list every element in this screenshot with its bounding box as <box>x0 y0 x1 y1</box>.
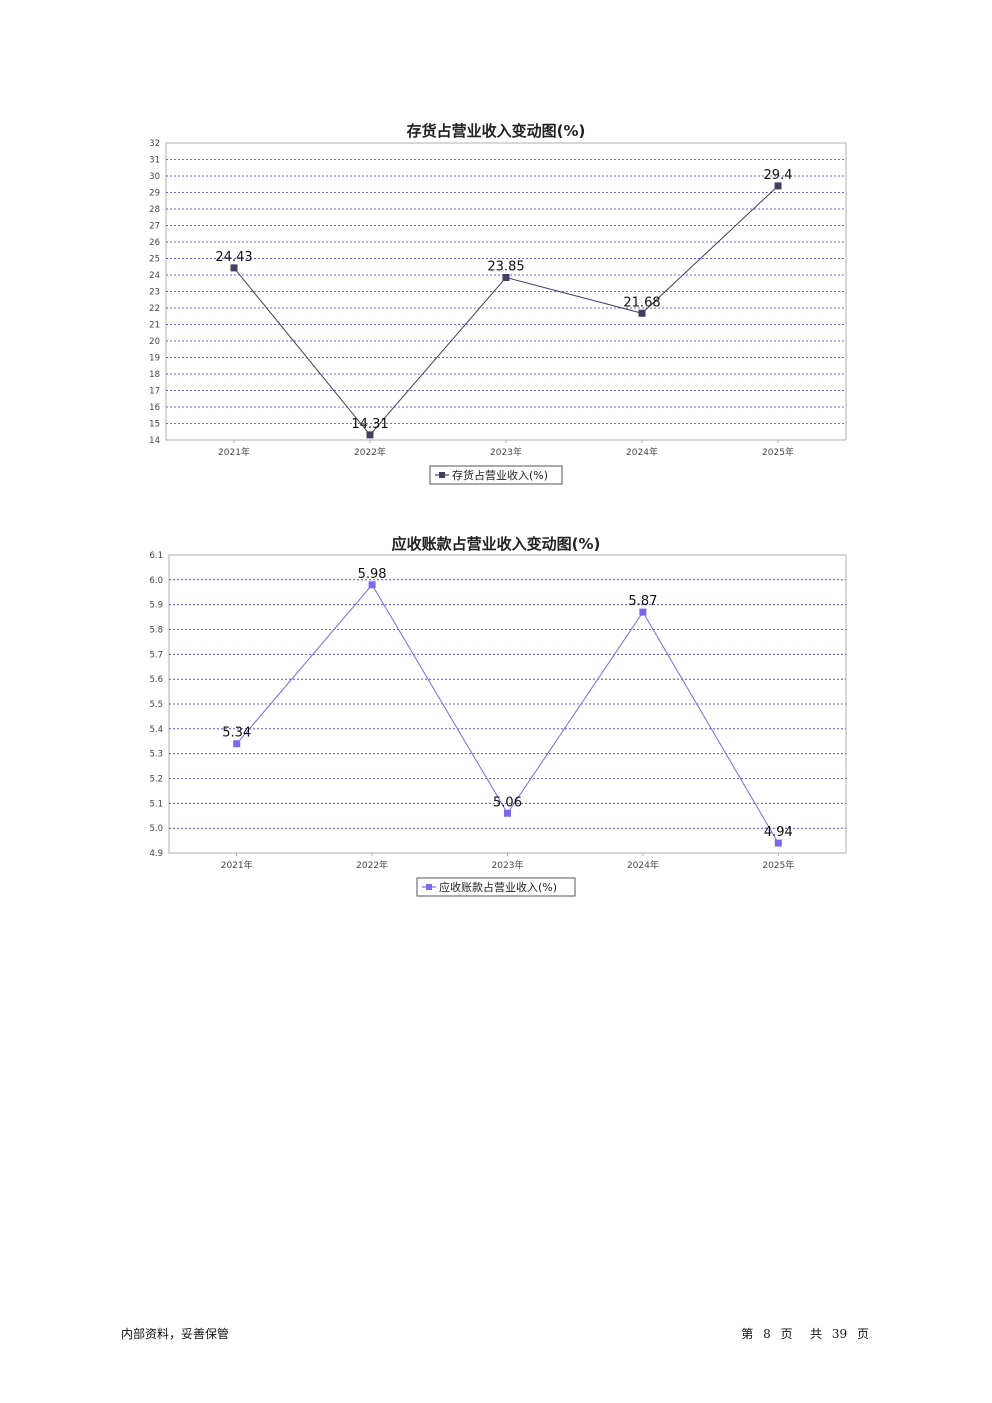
x-tick-label: 2025年 <box>762 446 794 458</box>
y-tick-label: 20 <box>149 337 160 347</box>
y-tick-label: 6.0 <box>149 576 163 586</box>
x-tick-label: 2021年 <box>218 446 250 458</box>
y-tick-label: 5.0 <box>149 824 163 834</box>
data-label: 21.68 <box>623 295 660 310</box>
x-tick-label: 2024年 <box>626 446 658 458</box>
legend-label: 存货占营业收入(%) <box>452 468 548 482</box>
legend-marker <box>439 472 445 478</box>
page-number: 8 <box>763 1327 771 1341</box>
data-point <box>638 309 646 317</box>
footer-page-info: 第 8 页 共 39 页 <box>738 1325 872 1342</box>
data-point <box>502 273 510 281</box>
y-tick-label: 31 <box>149 156 160 166</box>
y-tick-label: 24 <box>149 271 160 281</box>
chart-title: 应收账款占营业收入变动图(%) <box>391 535 601 553</box>
y-tick-label: 17 <box>149 387 160 397</box>
x-tick-label: 2024年 <box>627 859 659 871</box>
legend-label: 应收账款占营业收入(%) <box>439 880 557 894</box>
data-label: 5.34 <box>222 726 251 741</box>
data-point <box>368 581 376 589</box>
x-tick-label: 2023年 <box>492 859 524 871</box>
y-tick-label: 26 <box>149 238 160 248</box>
total-unit: 页 <box>856 1327 869 1341</box>
legend-marker <box>426 884 432 890</box>
data-point <box>774 839 782 847</box>
y-tick-label: 32 <box>149 139 160 149</box>
data-label: 5.06 <box>493 795 522 810</box>
x-tick-label: 2022年 <box>356 859 388 871</box>
x-tick-label: 2025年 <box>762 859 794 871</box>
y-tick-label: 29 <box>149 189 160 199</box>
y-tick-label: 6.1 <box>149 551 163 561</box>
data-point <box>639 608 647 616</box>
y-tick-label: 16 <box>149 403 160 413</box>
x-tick-label: 2023年 <box>490 446 522 458</box>
chart-inventory-svg: 14 15 16 17 18 19 20 21 22 23 24 25 26 27 28 29 30 31 32 20… <box>149 139 847 485</box>
chart-title: 存货占营业收入变动图(%) <box>406 122 586 140</box>
legend-box <box>429 465 563 485</box>
x-tick-label: 2022年 <box>354 446 386 458</box>
footer-confidential: 内部资料，妥善保管 <box>121 1327 230 1341</box>
data-point <box>233 740 241 748</box>
data-label: 5.87 <box>628 594 657 609</box>
data-label: 23.85 <box>487 259 524 274</box>
y-tick-label: 19 <box>149 354 160 364</box>
data-point <box>230 264 238 272</box>
total-prefix: 共 <box>810 1327 823 1341</box>
y-tick-label: 4.9 <box>149 849 163 859</box>
y-tick-label: 25 <box>149 255 160 265</box>
y-tick-label: 5.8 <box>149 626 163 636</box>
data-point <box>366 431 374 439</box>
y-tick-label: 5.7 <box>149 650 163 660</box>
y-tick-label: 28 <box>149 205 160 215</box>
y-tick-label: 5.5 <box>149 700 163 710</box>
data-label: 29.4 <box>764 168 793 183</box>
y-tick-label: 15 <box>149 420 160 430</box>
y-tick-label: 27 <box>149 222 160 232</box>
data-point <box>774 182 782 190</box>
y-tick-label: 5.2 <box>149 775 163 785</box>
data-label: 14.31 <box>351 417 388 432</box>
total-pages: 39 <box>831 1327 848 1341</box>
y-tick-label: 5.9 <box>149 601 163 611</box>
data-point <box>504 809 511 817</box>
y-tick-label: 22 <box>149 304 160 314</box>
data-label: 5.98 <box>358 567 387 582</box>
y-tick-label: 5.4 <box>149 725 163 735</box>
y-tick-label: 5.1 <box>149 799 163 809</box>
page-unit: 页 <box>780 1327 793 1341</box>
y-tick-label: 18 <box>149 370 160 380</box>
legend-box <box>416 877 576 897</box>
y-tick-label: 21 <box>149 321 160 331</box>
page-prefix: 第 <box>741 1327 754 1341</box>
y-tick-label: 30 <box>149 172 160 182</box>
chart-receivables-svg: 4.9 5.0 5.1 5.2 5.3 5.4 5.5 5.6 5.7 5.8 5.9 6.0 6.1 2… <box>149 551 847 897</box>
y-tick-label: 5.3 <box>149 750 163 760</box>
x-tick-label: 2021年 <box>221 859 253 871</box>
y-tick-label: 5.6 <box>149 675 163 685</box>
data-label: 4.94 <box>764 825 793 840</box>
y-tick-label: 23 <box>149 288 160 298</box>
data-label: 24.43 <box>215 250 252 265</box>
y-tick-label: 14 <box>149 436 160 446</box>
